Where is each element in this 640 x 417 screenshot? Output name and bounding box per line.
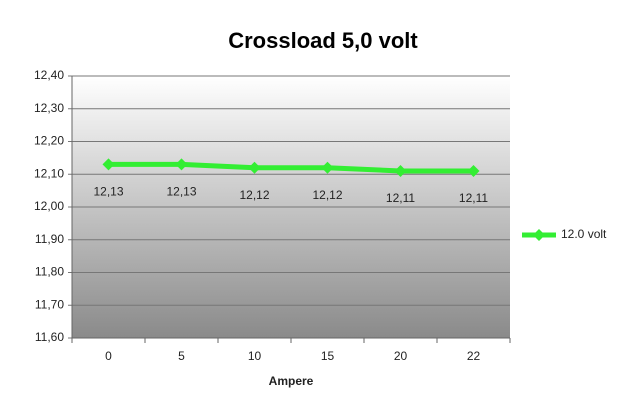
legend-marker xyxy=(533,229,545,241)
point-marker xyxy=(175,158,188,171)
point-marker xyxy=(102,158,115,171)
y-tick-label: 12,00 xyxy=(34,199,64,213)
chart-title: Crossload 5,0 volt xyxy=(228,28,418,53)
y-tick-label: 12,30 xyxy=(34,101,64,115)
line xyxy=(108,161,474,174)
data-label: 12,11 xyxy=(459,191,488,205)
y-tick-label: 12,20 xyxy=(34,134,64,148)
y-tick-label: 11,80 xyxy=(35,265,64,279)
point-marker xyxy=(248,161,261,174)
data-label: 12,12 xyxy=(312,188,342,202)
point-marker xyxy=(321,161,334,174)
data-label: 12,13 xyxy=(166,185,196,199)
x-axis-label: Ampere xyxy=(269,374,314,388)
x-tick-label: 22 xyxy=(467,349,481,363)
x-tick-label: 10 xyxy=(248,349,262,363)
data-label: 12,13 xyxy=(93,185,123,199)
point-marker xyxy=(394,164,407,177)
data-label: 12,12 xyxy=(239,188,269,202)
y-tick-label: 12,10 xyxy=(34,166,64,180)
x-tick-label: 0 xyxy=(105,349,112,363)
y-tick-label: 11,60 xyxy=(35,330,64,344)
data-label: 12,11 xyxy=(386,191,415,205)
y-tick-label: 12,40 xyxy=(34,68,64,82)
point-marker xyxy=(467,164,480,177)
x-tick-label: 20 xyxy=(394,349,408,363)
x-tick-label: 15 xyxy=(321,349,335,363)
y-tick-label: 11,70 xyxy=(35,297,64,311)
x-tick-label: 5 xyxy=(178,349,185,363)
y-tick-label: 11,90 xyxy=(35,232,64,246)
legend-label: 12.0 volt xyxy=(561,227,607,241)
